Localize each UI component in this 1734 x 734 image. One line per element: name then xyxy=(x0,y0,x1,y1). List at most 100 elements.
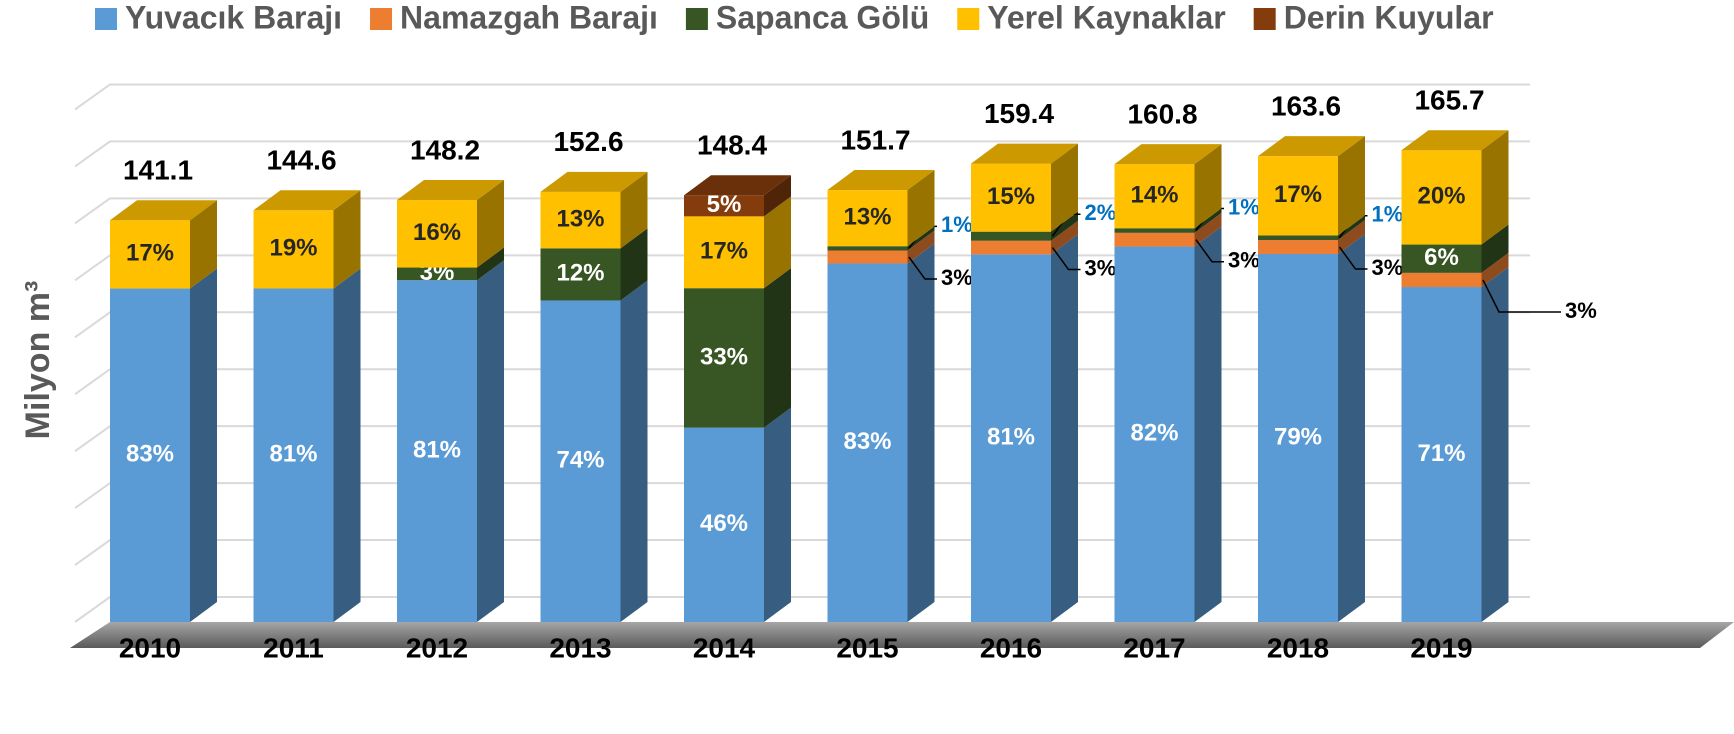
bar-side xyxy=(1194,212,1222,247)
total-label: 165.7 xyxy=(1414,85,1484,116)
bar-segment xyxy=(1401,287,1482,622)
bar-side xyxy=(907,230,935,264)
total-label: 163.6 xyxy=(1271,91,1341,122)
bar-segment xyxy=(1258,235,1338,241)
bar-segment xyxy=(1258,240,1338,254)
bar-segment xyxy=(827,250,908,264)
leader-line xyxy=(1338,246,1368,270)
x-tick-label: 2012 xyxy=(406,632,468,663)
leader-line xyxy=(1482,279,1561,313)
x-tick-label: 2011 xyxy=(263,632,324,663)
bar-top xyxy=(971,143,1078,164)
bar-segment xyxy=(253,210,334,289)
bar-side xyxy=(477,247,504,281)
bar-segment xyxy=(1114,228,1195,233)
bar-side xyxy=(333,268,361,622)
bar-segment xyxy=(971,163,1051,232)
data-label: 16% xyxy=(413,219,461,246)
bar-side xyxy=(620,171,648,249)
bar-side xyxy=(1051,211,1078,241)
x-tick-label: 2017 xyxy=(1123,632,1185,663)
total-label: 144.6 xyxy=(266,145,336,176)
legend-swatch xyxy=(957,8,980,30)
bar-top xyxy=(540,171,648,192)
bar-top xyxy=(1258,136,1365,157)
total-label: 160.8 xyxy=(1127,99,1197,130)
data-label: 17% xyxy=(700,238,748,265)
leader-line xyxy=(908,256,937,280)
bar-segment xyxy=(1114,164,1195,229)
legend-label: Yuvacık Barajı xyxy=(125,0,342,35)
bar-segment xyxy=(684,195,764,217)
total-label: 148.4 xyxy=(697,130,767,161)
data-label: 13% xyxy=(843,203,891,230)
legend-label: Yerel Kaynaklar xyxy=(987,0,1225,35)
data-label: 74% xyxy=(556,447,604,474)
bar-side xyxy=(1481,130,1509,245)
bar-side xyxy=(190,268,217,622)
bar-side xyxy=(1051,220,1078,255)
bar-segment xyxy=(540,191,621,249)
bar-top xyxy=(1114,144,1222,165)
bar-side xyxy=(1051,234,1078,622)
data-label: 81% xyxy=(413,436,461,463)
x-tick-label: 2013 xyxy=(549,632,611,663)
data-label: 83% xyxy=(126,441,174,468)
data-label: 1% xyxy=(1228,194,1260,219)
data-label: 81% xyxy=(269,441,317,468)
data-label: 19% xyxy=(269,235,317,262)
data-label: 46% xyxy=(700,510,748,537)
legend: Yuvacık Barajı Namazgah Barajı Sapanca Göl… xyxy=(95,0,1494,35)
bar-side xyxy=(1338,233,1365,622)
data-label: 3% xyxy=(1372,255,1404,280)
data-label: 3% xyxy=(941,265,973,290)
bar-segment xyxy=(540,300,621,622)
bar-side xyxy=(1194,226,1222,623)
bar-segment xyxy=(1258,253,1338,622)
bar-segment xyxy=(827,190,908,247)
legend-swatch xyxy=(685,8,708,30)
bar-side xyxy=(1338,215,1365,241)
bar-segment xyxy=(1401,244,1482,273)
data-label: 33% xyxy=(700,343,748,370)
x-tick-label: 2019 xyxy=(1410,632,1472,663)
legend-swatch xyxy=(370,8,393,30)
bar-side xyxy=(1338,220,1365,254)
x-tick-label: 2016 xyxy=(980,632,1042,663)
total-label: 152.6 xyxy=(553,126,623,157)
bar-side xyxy=(620,228,648,301)
data-label: 1% xyxy=(941,212,973,237)
bar-segment xyxy=(1258,156,1338,236)
data-label: 6% xyxy=(1424,244,1459,271)
legend-swatch xyxy=(95,8,117,30)
bar-side xyxy=(1194,144,1222,229)
total-label: 159.4 xyxy=(984,98,1054,129)
data-label: 14% xyxy=(1130,182,1178,209)
bar-segment xyxy=(1401,150,1482,245)
x-tick-label: 2014 xyxy=(693,632,756,663)
data-label: 13% xyxy=(556,205,604,232)
legend-label: Derin Kuyular xyxy=(1284,0,1494,35)
data-label: 71% xyxy=(1417,440,1465,467)
legend-label: Namazgah Barajı xyxy=(400,0,658,35)
data-label: 82% xyxy=(1130,420,1178,447)
total-label: 148.2 xyxy=(410,134,480,165)
bars: 83% 17% 141.1 2010 81% 19% 144.6 2011 81% 3% 16% 14… xyxy=(110,85,1597,663)
bar-side xyxy=(1481,252,1509,288)
grid-line xyxy=(74,83,1530,111)
data-label: 3% xyxy=(1228,248,1260,273)
bar-segment xyxy=(971,231,1051,241)
bar-side xyxy=(764,196,791,289)
bar-segment xyxy=(110,288,190,622)
bar-segment xyxy=(397,200,477,268)
bar-segment xyxy=(684,288,764,428)
bar-side xyxy=(764,407,791,622)
bar-top xyxy=(1401,130,1509,151)
bar-segment xyxy=(827,263,908,622)
data-label: 17% xyxy=(126,240,174,267)
bar-top xyxy=(684,175,791,196)
legend-swatch xyxy=(1253,8,1276,30)
bar-side xyxy=(1481,267,1509,622)
x-tick-label: 2018 xyxy=(1267,632,1329,663)
